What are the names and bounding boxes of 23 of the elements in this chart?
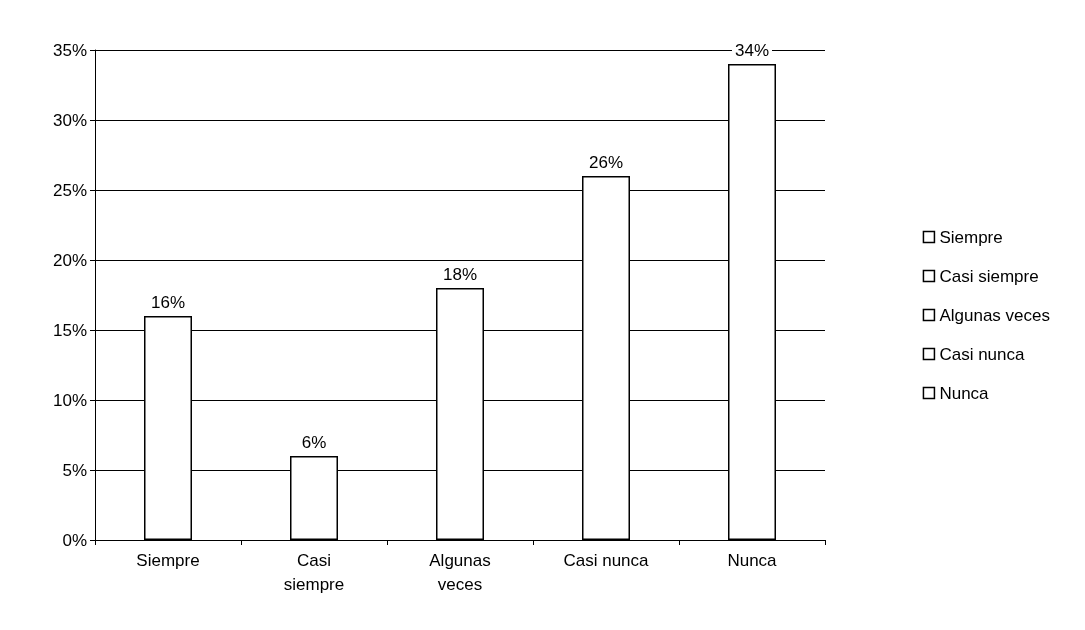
y-tick-label: 5% [62,460,87,480]
data-label: 6% [301,433,327,452]
y-tick-label: 30% [52,110,87,130]
y-tick-label: 15% [52,320,87,340]
y-tick-label: 35% [52,40,87,60]
y-tick-label: 20% [52,250,87,270]
data-label: 34% [734,41,770,60]
legend-label: Algunas veces [939,305,1051,325]
x-tick-label: Casi siempre [283,550,345,594]
legend-label: Nunca [939,383,990,403]
y-tick-label: 25% [52,180,87,200]
legend-label: Siempre [939,227,1003,247]
data-label: 26% [588,153,624,172]
legend-label: Casi nunca [939,344,1026,364]
data-label: 16% [150,293,186,312]
data-label: 18% [442,265,478,284]
x-tick-label: Siempre [136,550,200,570]
x-tick-label: Nunca [727,550,778,570]
y-tick-label: 10% [52,390,87,410]
legend-label: Casi siempre [939,266,1039,286]
y-tick-label: 0% [62,530,87,550]
x-tick-label: Algunas veces [429,550,491,594]
x-tick-label: Casi nunca [563,550,650,570]
